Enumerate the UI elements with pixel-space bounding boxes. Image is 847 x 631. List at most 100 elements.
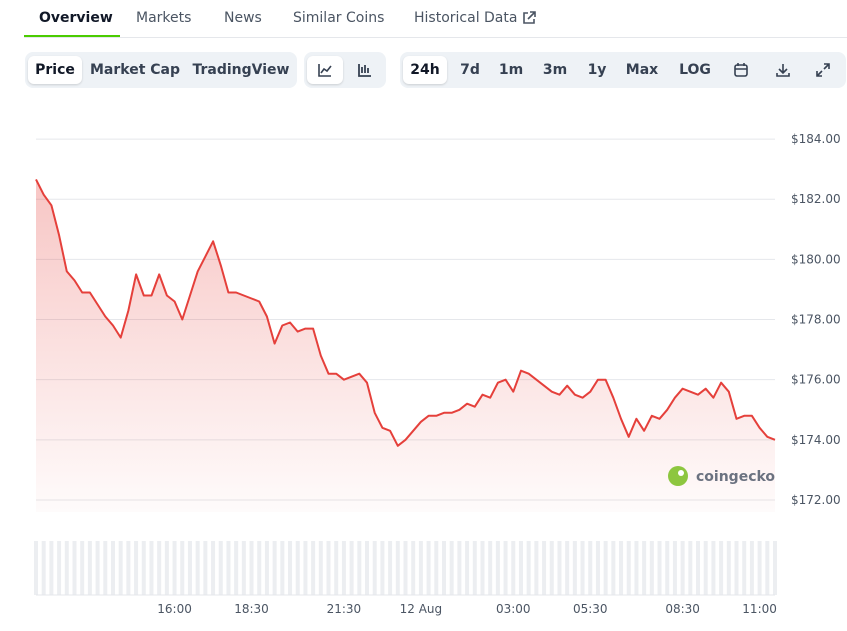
watermark: coingecko xyxy=(696,469,775,485)
volume-band xyxy=(680,541,685,595)
volume-band xyxy=(472,541,477,595)
x-tick-label: 08:30 xyxy=(665,602,700,616)
range-button[interactable]: 1y xyxy=(587,62,607,78)
volume-band xyxy=(365,541,370,595)
volume-band xyxy=(688,541,693,595)
tab[interactable]: Similar Coins xyxy=(293,10,385,26)
volume-band xyxy=(703,541,708,595)
volume-band xyxy=(503,541,508,595)
chart-type-group xyxy=(304,52,386,88)
view-button[interactable]: Price xyxy=(28,56,82,84)
volume-band xyxy=(749,541,754,595)
volume-band xyxy=(457,541,462,595)
volume-band xyxy=(218,541,223,595)
volume-band xyxy=(426,541,431,595)
volume-band xyxy=(334,541,339,595)
volume-band xyxy=(272,541,277,595)
calendar-button[interactable] xyxy=(726,56,756,84)
volume-band xyxy=(611,541,616,595)
volume-band xyxy=(696,541,701,595)
volume-band xyxy=(349,541,354,595)
volume-band xyxy=(64,541,69,595)
volume-band xyxy=(264,541,269,595)
range-button[interactable]: 3m xyxy=(542,62,568,78)
volume-band xyxy=(157,541,162,595)
volume-band xyxy=(665,541,670,595)
volume-band xyxy=(518,541,523,595)
volume-band xyxy=(164,541,169,595)
tab[interactable]: Markets xyxy=(136,10,192,26)
volume-band xyxy=(226,541,231,595)
volume-band xyxy=(572,541,577,595)
volume-band xyxy=(588,541,593,595)
volume-band xyxy=(734,541,739,595)
volume-band xyxy=(595,541,600,595)
volume-band xyxy=(542,541,547,595)
x-tick-label: 21:30 xyxy=(327,602,362,616)
volume-band xyxy=(495,541,500,595)
range-button[interactable]: 7d xyxy=(460,62,480,78)
volume-band xyxy=(719,541,724,595)
volume-band xyxy=(657,541,662,595)
fullscreen-button[interactable] xyxy=(808,56,838,84)
volume-band xyxy=(311,541,316,595)
x-tick-label: 16:00 xyxy=(157,602,192,616)
y-tick-label: $176.00 xyxy=(791,373,841,387)
volume-band xyxy=(87,541,92,595)
line-icon xyxy=(318,64,332,77)
volume-band xyxy=(649,541,654,595)
tab[interactable]: Historical Data xyxy=(414,10,518,26)
y-tick-label: $182.00 xyxy=(791,192,841,206)
volume-band xyxy=(580,541,585,595)
tab[interactable]: News xyxy=(224,10,262,26)
volume-band xyxy=(295,541,300,595)
volume-band xyxy=(326,541,331,595)
volume-band xyxy=(134,541,139,595)
expand-icon xyxy=(816,63,830,77)
view-button[interactable]: TradingView xyxy=(192,62,290,78)
volume-band xyxy=(126,541,131,595)
tab[interactable]: Overview xyxy=(39,10,113,26)
x-tick-label: 12 Aug xyxy=(400,602,443,616)
volume-band xyxy=(626,541,631,595)
volume-band xyxy=(149,541,154,595)
volume-band xyxy=(211,541,216,595)
range-button[interactable]: 1m xyxy=(498,62,524,78)
volume-band xyxy=(49,541,54,595)
x-tick-label: 11:00 xyxy=(742,602,777,616)
volume-band xyxy=(557,541,562,595)
volume-band xyxy=(434,541,439,595)
range-button[interactable]: Max xyxy=(625,62,659,78)
volume-band xyxy=(526,541,531,595)
volume-band xyxy=(172,541,177,595)
line-chart-button[interactable] xyxy=(307,56,343,84)
volume-band xyxy=(765,541,770,595)
volume-band xyxy=(103,541,108,595)
volume-band xyxy=(234,541,239,595)
volume-band xyxy=(288,541,293,595)
view-button[interactable]: Market Cap xyxy=(89,62,181,78)
volume-band xyxy=(357,541,362,595)
volume-band xyxy=(565,541,570,595)
volume-band xyxy=(257,541,262,595)
candle-chart-button[interactable] xyxy=(347,56,383,84)
download-button[interactable] xyxy=(768,56,798,84)
volume-band xyxy=(195,541,200,595)
volume-band xyxy=(603,541,608,595)
volume-band xyxy=(118,541,123,595)
range-button[interactable]: 24h xyxy=(403,56,447,84)
volume-band xyxy=(341,541,346,595)
volume-band xyxy=(757,541,762,595)
volume-band xyxy=(57,541,62,595)
volume-band xyxy=(110,541,115,595)
volume-band xyxy=(634,541,639,595)
volume-band xyxy=(203,541,208,595)
volume-band xyxy=(187,541,192,595)
range-button[interactable]: LOG xyxy=(679,62,711,78)
volume-band xyxy=(395,541,400,595)
candle-icon xyxy=(358,64,371,77)
price-area xyxy=(36,179,775,512)
y-tick-label: $174.00 xyxy=(791,433,841,447)
volume-band xyxy=(249,541,254,595)
volume-band xyxy=(180,541,185,595)
